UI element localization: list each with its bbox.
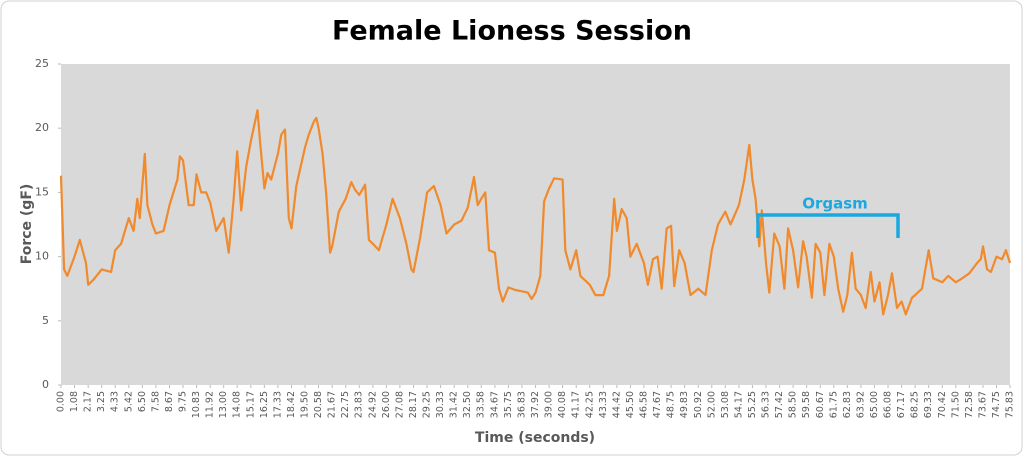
x-tick-label: 48.75 — [666, 391, 677, 418]
y-tick-label: 25 — [35, 57, 49, 70]
x-tick-label: 60.67 — [815, 391, 826, 418]
x-tick-label: 36.83 — [516, 391, 527, 418]
x-tick-label: 67.17 — [896, 391, 907, 418]
y-tick-label: 10 — [35, 250, 49, 263]
x-tick-label: 24.92 — [367, 391, 378, 418]
x-tick-label: 47.67 — [652, 391, 663, 418]
x-tick-label: 57.42 — [774, 391, 785, 418]
x-tick-label: 69.33 — [923, 391, 934, 418]
x-tick-label: 18.42 — [286, 391, 297, 418]
x-tick-label: 1.08 — [69, 391, 80, 412]
x-tick-label: 74.75 — [991, 391, 1002, 418]
x-tick-label: 3.25 — [96, 391, 107, 412]
x-tick-label: 70.42 — [937, 391, 948, 418]
x-tick-label: 28.17 — [408, 391, 419, 418]
x-tick-label: 21.67 — [327, 391, 338, 418]
y-tick-label: 20 — [35, 121, 49, 134]
data-line — [59, 109, 1012, 316]
x-tick-label: 0.00 — [56, 391, 67, 412]
x-tick-label: 8.67 — [164, 391, 175, 412]
x-tick-label: 75.83 — [1005, 391, 1016, 418]
x-tick-label: 37.92 — [530, 391, 541, 418]
annotation-text: Orgasm — [802, 195, 868, 213]
y-tick-label: 15 — [35, 185, 49, 198]
x-tick-label: 9.75 — [178, 391, 189, 412]
x-tick-label: 27.08 — [394, 391, 405, 418]
x-tick-label: 45.50 — [625, 391, 636, 418]
x-tick-label: 17.33 — [272, 391, 283, 418]
x-tick-label: 30.33 — [435, 391, 446, 418]
x-tick-label: 4.33 — [110, 391, 121, 412]
x-axis-label: Time (seconds) — [475, 430, 595, 446]
x-tick-label: 32.50 — [462, 391, 473, 418]
x-tick-label: 46.58 — [638, 391, 649, 418]
x-tick-label: 73.67 — [977, 391, 988, 418]
x-tick-label: 71.50 — [950, 391, 961, 418]
y-tick-label: 5 — [42, 314, 49, 327]
x-tick-label: 55.25 — [747, 391, 758, 418]
x-tick-label: 14.08 — [232, 391, 243, 418]
x-tick-label: 43.33 — [598, 391, 609, 418]
x-tick-label: 22.75 — [340, 391, 351, 418]
x-tick-label: 62.83 — [842, 391, 853, 418]
x-tick-label: 7.58 — [150, 391, 161, 412]
x-tick-label: 26.00 — [381, 391, 392, 418]
x-tick-label: 10.83 — [191, 391, 202, 418]
annotation-bracket — [756, 213, 900, 238]
plot-area — [61, 64, 1010, 385]
chart-title: Female Lioness Session — [332, 16, 692, 47]
x-tick-label: 58.50 — [788, 391, 799, 418]
x-tick-label: 13.00 — [218, 391, 229, 418]
x-tick-label: 6.50 — [137, 391, 148, 412]
x-tick-label: 15.17 — [245, 391, 256, 418]
x-tick-label: 68.25 — [910, 391, 921, 418]
x-tick-label: 20.58 — [313, 391, 324, 418]
x-tick-label: 61.75 — [828, 391, 839, 418]
x-tick-label: 54.17 — [733, 391, 744, 418]
x-tick-label: 65.00 — [869, 391, 880, 418]
x-tick-label: 72.58 — [964, 391, 975, 418]
x-tick-label: 52.00 — [706, 391, 717, 418]
x-tick-label: 49.83 — [679, 391, 690, 418]
x-tick-label: 59.58 — [801, 391, 812, 418]
y-axis-label: Force (gF) — [19, 184, 35, 265]
x-tick-label: 42.25 — [584, 391, 595, 418]
x-tick-label: 41.17 — [571, 391, 582, 418]
x-tick-label: 33.58 — [476, 391, 487, 418]
x-tick-label: 44.42 — [611, 391, 622, 418]
x-tick-label: 5.42 — [123, 391, 134, 412]
x-tick-label: 16.25 — [259, 391, 270, 418]
x-tick-label: 50.92 — [693, 391, 704, 418]
x-tick-label: 40.08 — [557, 391, 568, 418]
x-tick-label: 66.08 — [882, 391, 893, 418]
x-tick-label: 39.00 — [544, 391, 555, 418]
x-tick-label: 31.42 — [449, 391, 460, 418]
x-tick-label: 23.83 — [354, 391, 365, 418]
x-tick-label: 11.92 — [205, 391, 216, 418]
y-tick-label: 0 — [42, 378, 49, 391]
x-tick-label: 19.50 — [300, 391, 311, 418]
x-tick-label: 53.08 — [720, 391, 731, 418]
x-tick-label: 29.25 — [422, 391, 433, 418]
x-tick-label: 63.92 — [855, 391, 866, 418]
annotation: Orgasm — [756, 195, 900, 238]
x-tick-label: 35.75 — [503, 391, 514, 418]
x-tick-label: 56.33 — [760, 391, 771, 418]
x-tick-label: 34.67 — [489, 391, 500, 418]
x-tick-label: 2.17 — [83, 391, 94, 412]
